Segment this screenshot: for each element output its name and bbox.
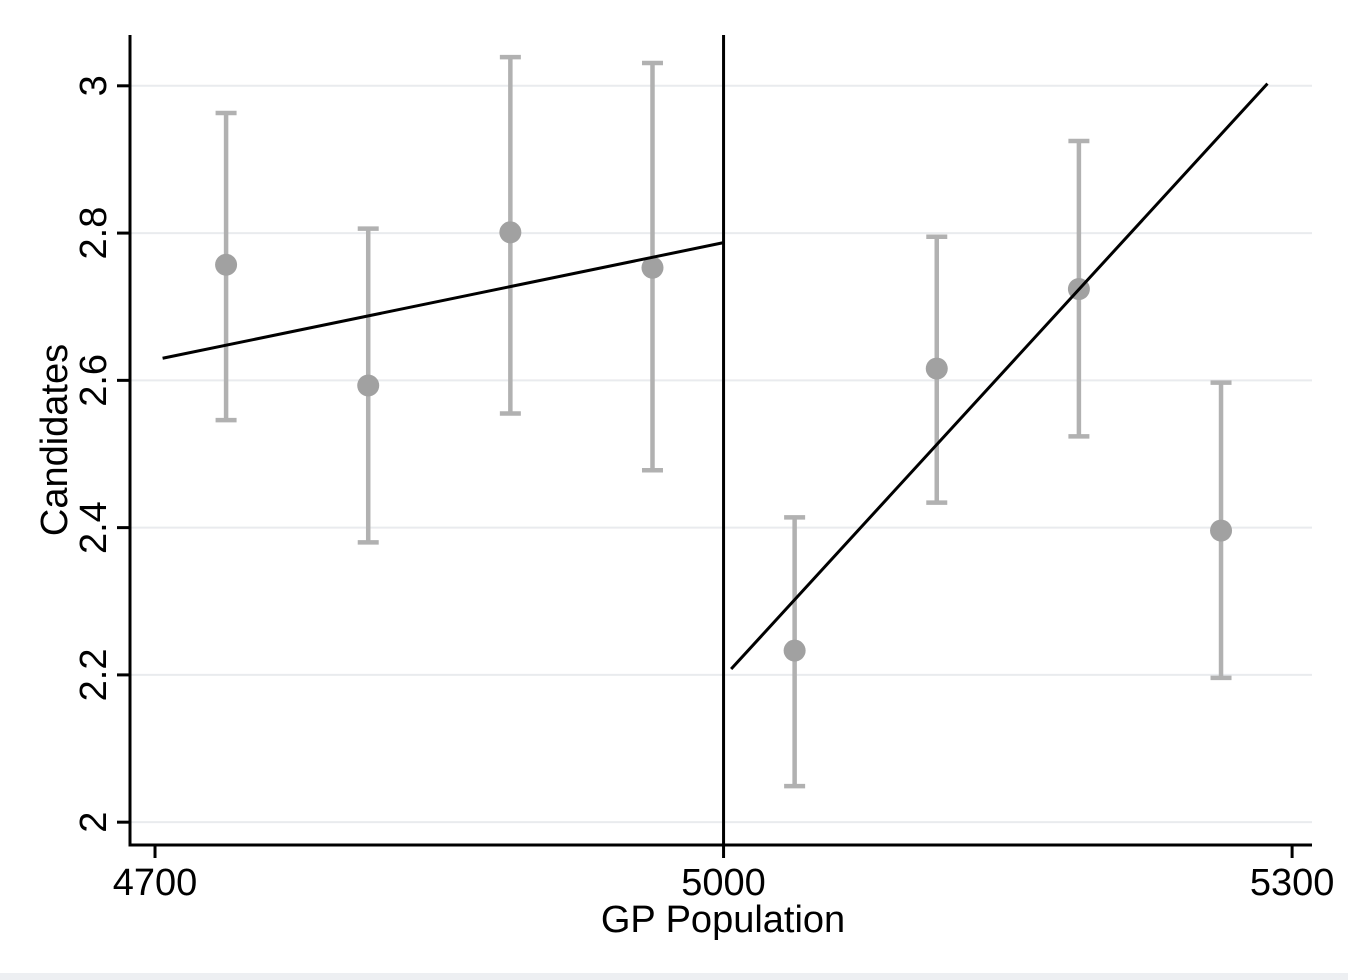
data-point xyxy=(925,357,948,380)
data-point xyxy=(499,221,522,244)
y-axis-title: Candidates xyxy=(34,343,76,537)
x-tick-label: 4700 xyxy=(113,862,198,904)
x-tick-label: 5000 xyxy=(681,862,766,904)
fit-line-left xyxy=(162,241,724,360)
data-point xyxy=(1210,519,1233,542)
fit-line-right xyxy=(730,82,1269,671)
y-tick-label: 2.4 xyxy=(73,501,115,554)
y-tick-label: 2 xyxy=(73,812,115,833)
y-tick-label: 2.6 xyxy=(73,354,115,407)
bottom-strip xyxy=(0,973,1348,980)
data-point xyxy=(215,253,238,276)
data-point xyxy=(357,374,380,397)
data-point xyxy=(641,256,664,279)
x-tick-label: 5300 xyxy=(1250,862,1335,904)
y-tick-label: 3 xyxy=(73,75,115,96)
y-tick-label: 2.8 xyxy=(73,207,115,260)
x-axis-title: GP Population xyxy=(600,899,846,941)
y-tick-label: 2.2 xyxy=(73,648,115,701)
data-point xyxy=(783,639,806,662)
